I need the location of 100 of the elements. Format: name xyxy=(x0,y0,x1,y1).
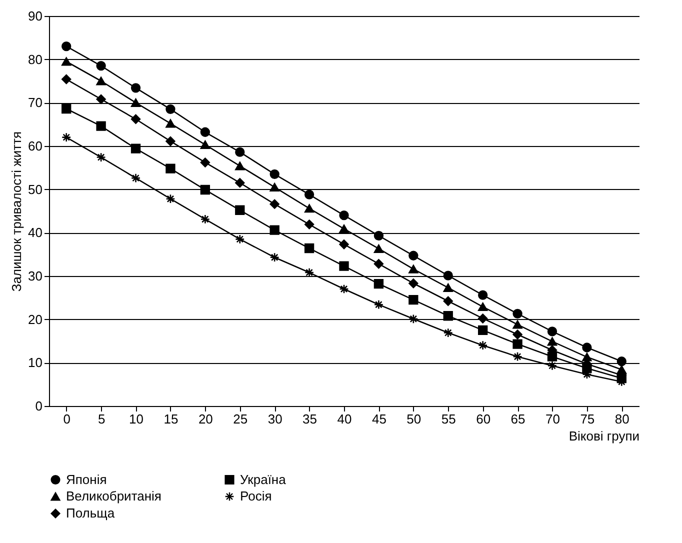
point xyxy=(582,352,592,362)
point xyxy=(166,119,176,128)
point xyxy=(443,270,453,280)
x-axis-title: Вікові групи xyxy=(568,428,640,444)
y-tick-label: 70 xyxy=(28,95,42,110)
y-tick-label: 60 xyxy=(28,138,42,154)
point xyxy=(512,320,522,329)
point xyxy=(130,83,141,93)
point xyxy=(339,240,349,250)
point xyxy=(130,173,141,183)
point xyxy=(270,199,280,209)
point xyxy=(235,162,245,170)
point xyxy=(304,204,314,213)
point xyxy=(200,184,210,195)
point xyxy=(616,356,626,366)
y-tick-label: 20 xyxy=(28,312,42,327)
y-tick-label: 10 xyxy=(28,355,42,370)
x-tick-label: 70 xyxy=(546,412,560,426)
point xyxy=(374,300,384,310)
point xyxy=(443,328,453,338)
point xyxy=(166,136,176,146)
point xyxy=(96,76,106,86)
x-tick-label: 5 xyxy=(98,412,106,426)
x-tick-label: 60 xyxy=(476,412,491,426)
point xyxy=(339,284,349,294)
point xyxy=(547,337,558,346)
point xyxy=(408,250,418,260)
x-tick-label: 45 xyxy=(372,412,386,426)
point xyxy=(270,225,280,235)
y-tick-label: 30 xyxy=(28,268,42,284)
x-tick-label: 80 xyxy=(614,412,630,426)
point xyxy=(339,261,349,271)
point xyxy=(62,74,72,84)
point xyxy=(512,339,522,349)
point xyxy=(408,295,418,305)
point xyxy=(547,326,558,336)
point xyxy=(512,330,522,340)
point xyxy=(408,278,418,288)
point xyxy=(374,259,384,269)
point xyxy=(582,342,592,352)
point xyxy=(62,57,72,66)
legend-label: Японія xyxy=(66,472,107,487)
legend-label: Росія xyxy=(240,488,272,504)
y-axis-title: Залишок тривалості життя xyxy=(9,131,24,292)
x-tick-label: 25 xyxy=(233,412,248,426)
y-tick-label: 90 xyxy=(28,8,42,24)
point xyxy=(374,230,384,241)
point xyxy=(408,264,418,274)
point xyxy=(96,152,106,162)
point xyxy=(200,214,210,224)
point xyxy=(478,302,488,312)
x-tick-label: 55 xyxy=(441,412,456,426)
point xyxy=(166,104,176,114)
point xyxy=(270,182,280,192)
y-tick-label: 40 xyxy=(28,225,42,240)
x-tick-label: 15 xyxy=(164,412,178,426)
point xyxy=(339,210,349,220)
point xyxy=(443,311,453,321)
point xyxy=(166,194,176,204)
legend-label: Великобританія xyxy=(66,488,162,504)
point xyxy=(512,352,522,362)
point xyxy=(62,132,72,142)
x-tick-label: 20 xyxy=(198,412,213,426)
point xyxy=(235,205,245,215)
y-tick-label: 50 xyxy=(28,182,42,197)
point xyxy=(408,314,418,324)
point xyxy=(478,290,488,300)
x-tick-label: 35 xyxy=(302,412,318,426)
point xyxy=(478,314,488,324)
point xyxy=(200,140,210,149)
point xyxy=(200,158,210,168)
point xyxy=(443,296,453,306)
point xyxy=(130,144,141,154)
point xyxy=(478,325,488,335)
point xyxy=(62,104,72,114)
x-tick-label: 30 xyxy=(268,412,282,426)
point xyxy=(304,190,314,200)
point xyxy=(235,147,245,157)
point xyxy=(443,283,453,292)
point xyxy=(339,224,349,234)
x-tick-label: 0 xyxy=(63,412,70,426)
point xyxy=(200,127,210,137)
point xyxy=(374,278,384,289)
point xyxy=(96,121,106,131)
point xyxy=(304,243,314,254)
legend-label: Україна xyxy=(240,472,287,487)
point xyxy=(130,98,141,107)
x-tick-label: 65 xyxy=(510,412,526,426)
x-tick-label: 75 xyxy=(580,412,595,426)
point xyxy=(235,178,245,188)
x-tick-label: 10 xyxy=(129,412,144,426)
x-tick-label: 40 xyxy=(337,412,352,426)
point xyxy=(547,360,558,371)
point xyxy=(304,268,314,278)
point xyxy=(270,169,280,179)
point xyxy=(235,234,245,244)
x-tick-label: 50 xyxy=(406,412,422,426)
point xyxy=(478,340,488,350)
point xyxy=(512,308,522,319)
point xyxy=(374,244,384,253)
